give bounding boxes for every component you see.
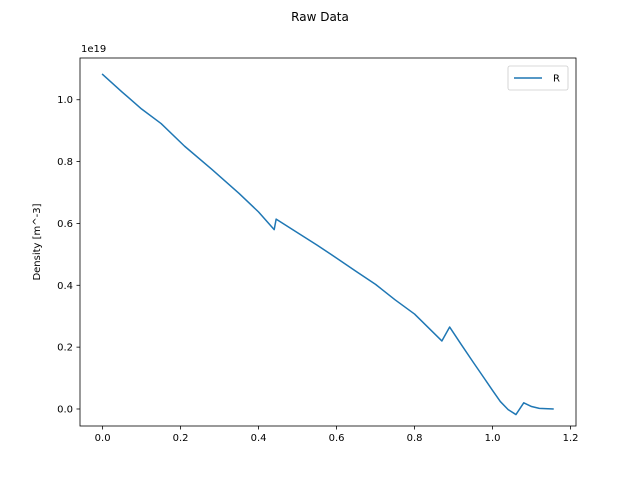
y-tick-label: 0.2 [57, 343, 73, 354]
x-tick-label: 0.2 [173, 433, 189, 444]
x-tick-label: 0.8 [407, 433, 423, 444]
x-tick-label: 0.6 [329, 433, 345, 444]
series-line-0 [101, 73, 554, 416]
y-axis-label: Density [m^-3] [32, 203, 43, 280]
y-tick-label: 0.8 [57, 157, 73, 168]
y-tick-label: 0.6 [57, 219, 73, 230]
y-tick-label: 1.0 [57, 95, 73, 106]
y-offset-label: 1e19 [81, 44, 106, 55]
x-tick-label: 1.2 [563, 433, 579, 444]
x-tick-label: 0.4 [251, 433, 267, 444]
x-tick-label: 0.0 [95, 433, 111, 444]
plot-area: 0.0 0.2 0.4 0.6 0.8 1.0 1.2 0.0 0.2 0.4 0.6 0.8 1.0 R [57, 57, 579, 444]
chart-title: Raw Data [291, 10, 349, 24]
axes-frame [79, 57, 577, 427]
y-tick-label: 0.0 [57, 404, 73, 415]
legend-label: R [553, 74, 560, 85]
x-tick-label: 1.0 [485, 433, 501, 444]
y-tick-label: 0.4 [57, 281, 73, 292]
